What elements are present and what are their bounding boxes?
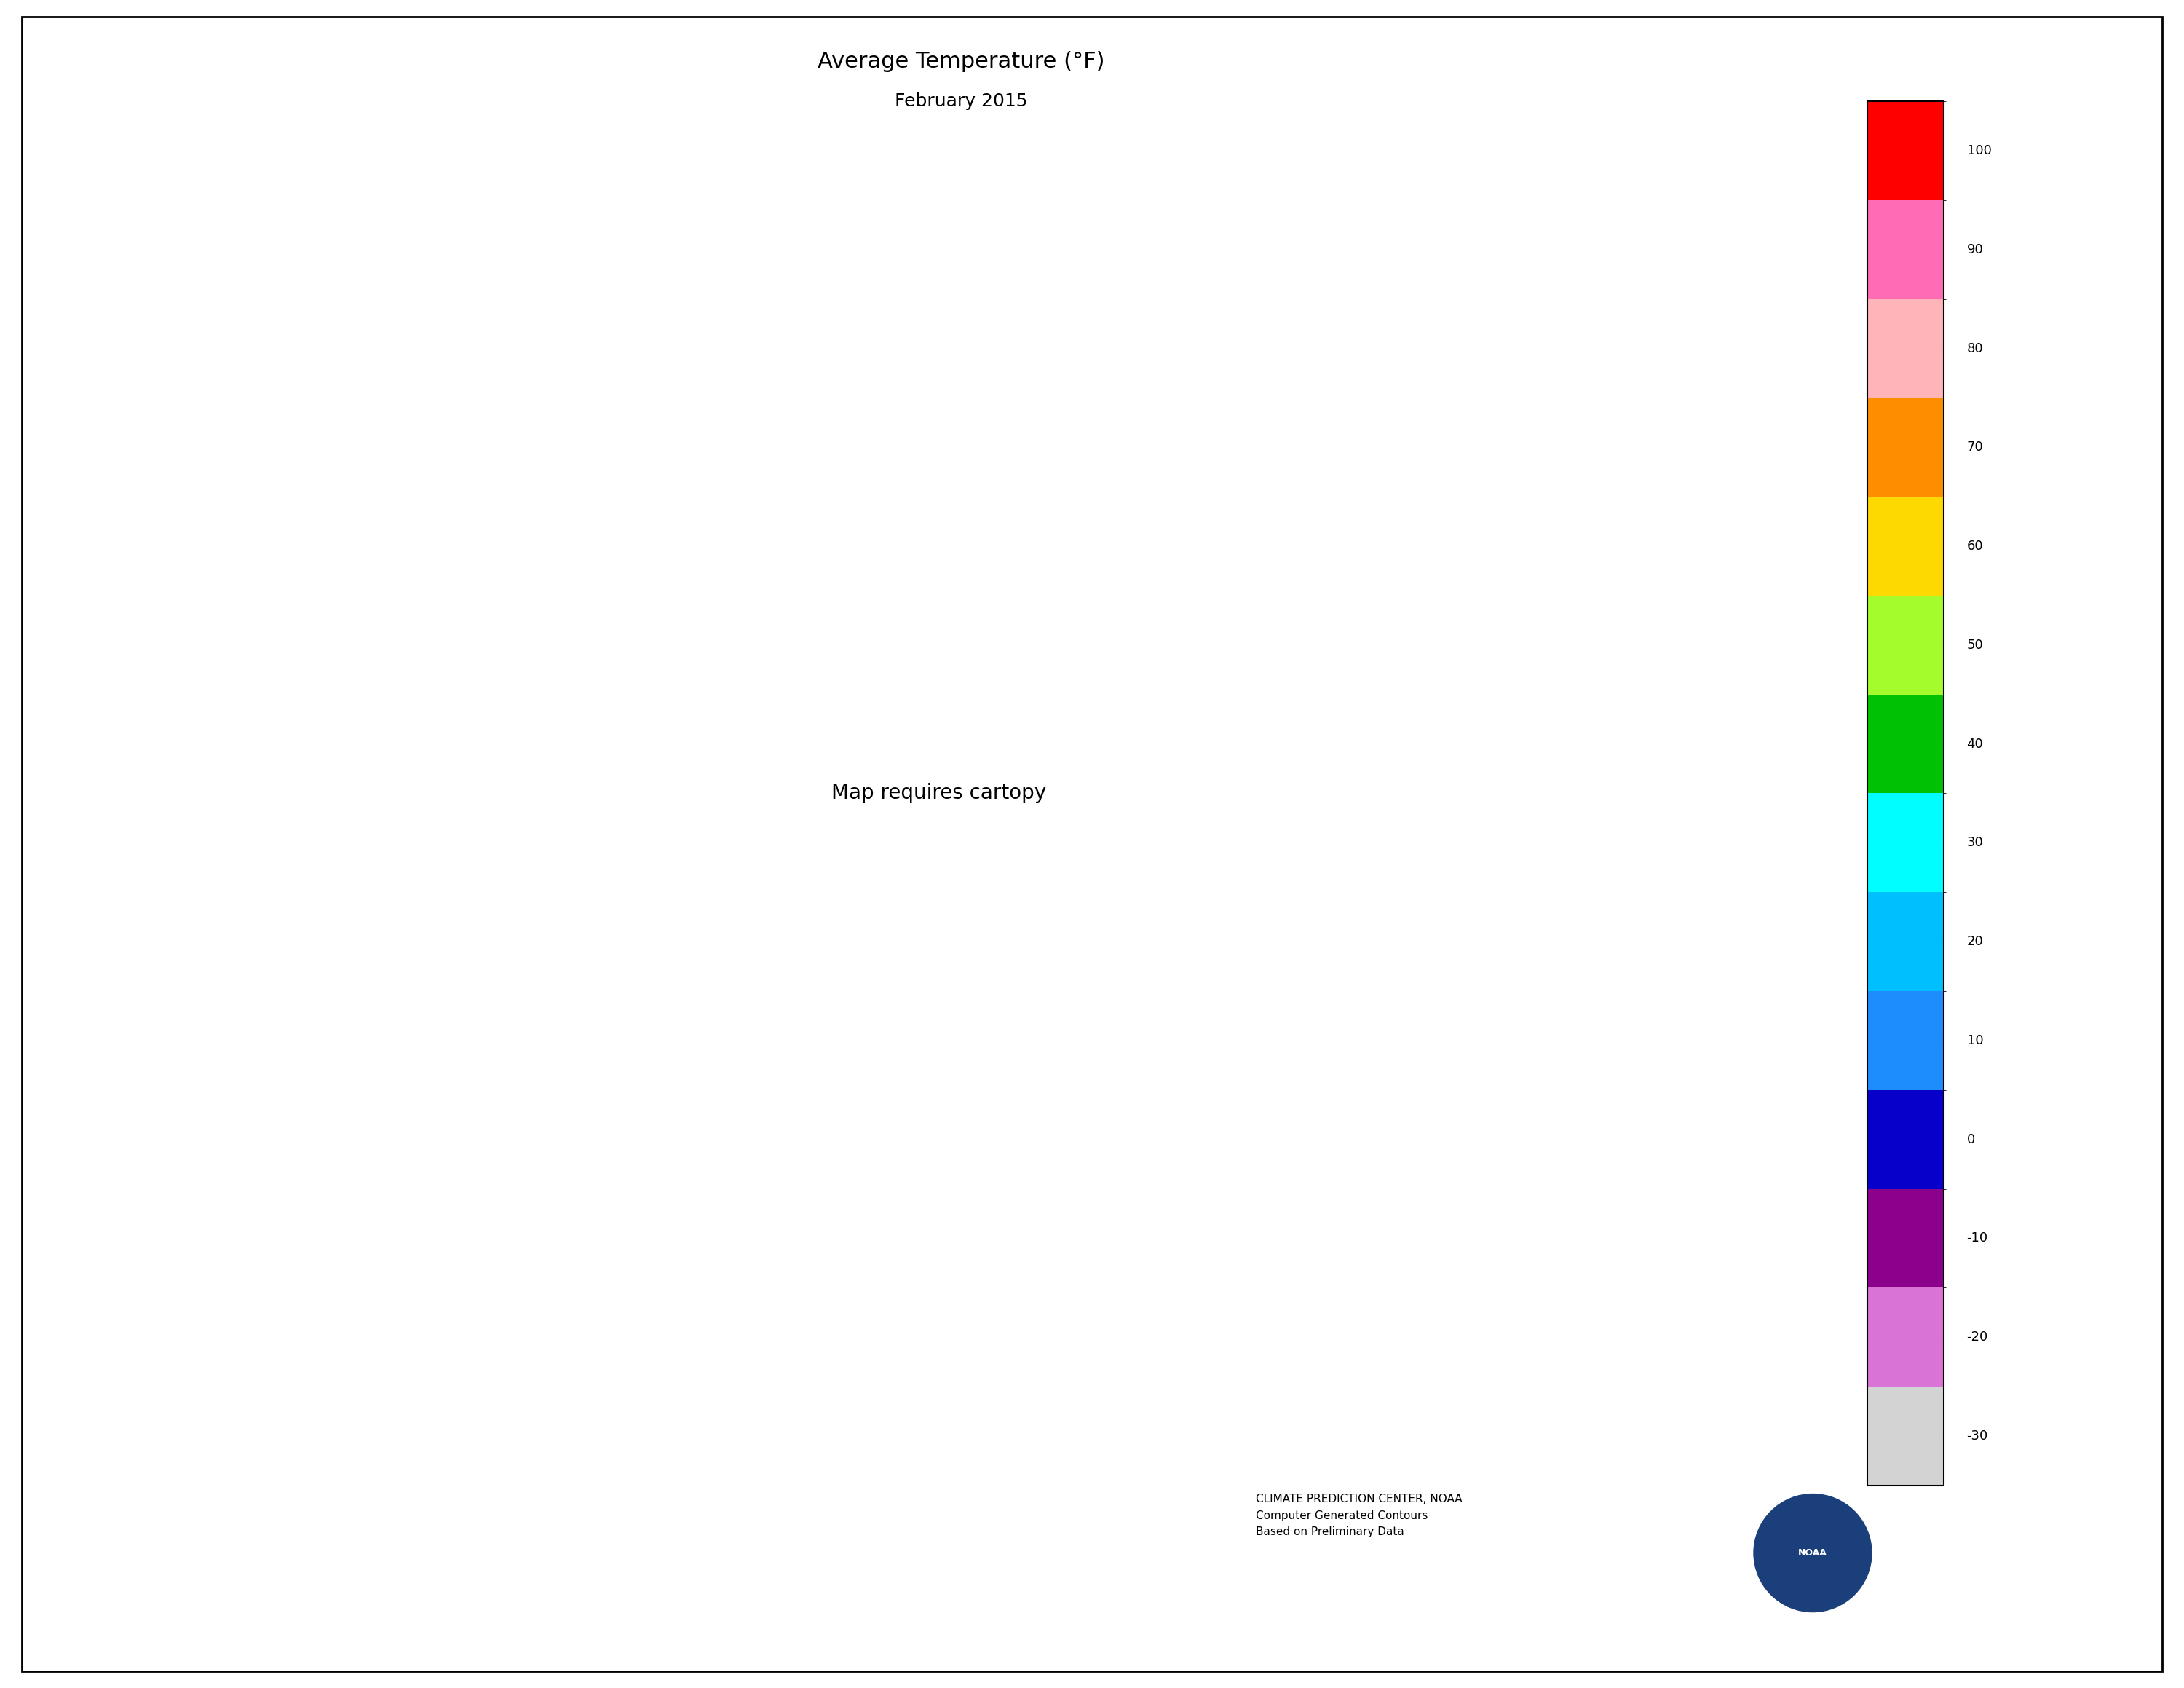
Text: 40: 40: [1966, 738, 1983, 751]
Text: Average Temperature (°F): Average Temperature (°F): [817, 51, 1105, 73]
Text: 50: 50: [1966, 638, 1983, 652]
Circle shape: [1754, 1494, 1872, 1612]
Text: 0: 0: [1966, 1133, 1974, 1146]
Text: 70: 70: [1966, 441, 1983, 454]
Text: 30: 30: [1966, 836, 1983, 849]
Text: 80: 80: [1966, 343, 1983, 354]
Text: 100: 100: [1966, 143, 1992, 157]
Text: -20: -20: [1966, 1330, 1987, 1344]
Text: NOAA: NOAA: [1797, 1548, 1828, 1558]
Text: 10: 10: [1966, 1035, 1983, 1047]
Text: 60: 60: [1966, 540, 1983, 552]
Text: -10: -10: [1966, 1232, 1987, 1244]
Text: Map requires cartopy: Map requires cartopy: [832, 783, 1046, 803]
Text: February 2015: February 2015: [895, 93, 1026, 110]
Text: -30: -30: [1966, 1430, 1987, 1443]
Text: 20: 20: [1966, 935, 1983, 949]
Text: 90: 90: [1966, 243, 1983, 257]
Text: CLIMATE PREDICTION CENTER, NOAA
Computer Generated Contours
Based on Preliminary: CLIMATE PREDICTION CENTER, NOAA Computer…: [1256, 1494, 1463, 1538]
